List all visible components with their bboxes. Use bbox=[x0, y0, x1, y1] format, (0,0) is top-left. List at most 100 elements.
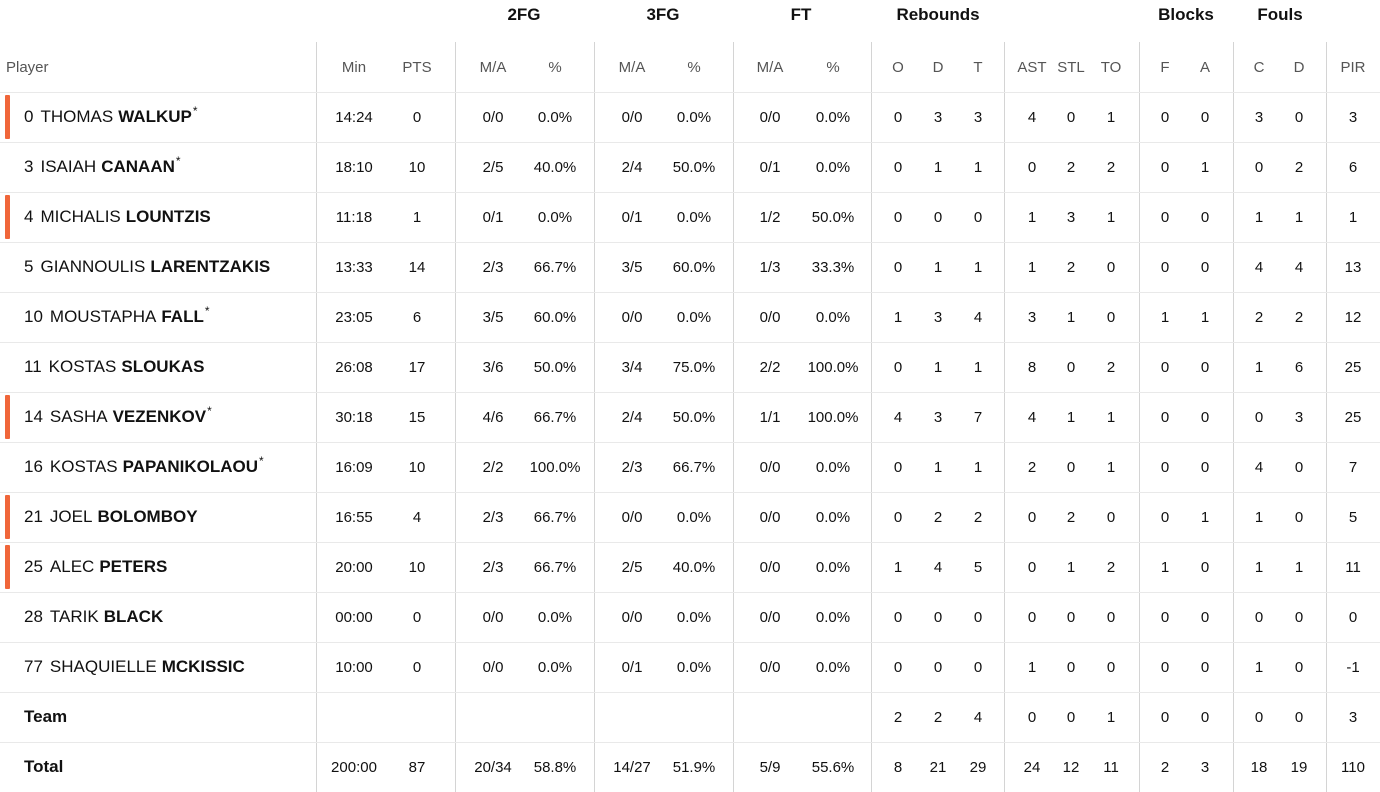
player-row[interactable]: 28 TARIK BLACK 00:00 0 0/0 0.0% 0/0 0.0% 0/0 0.0% 0… bbox=[0, 592, 1380, 643]
stat-fg2-ma: 4/6 bbox=[482, 408, 504, 426]
stat-foul-c: 3 bbox=[1254, 108, 1264, 126]
player-first-name: MOUSTAPHA bbox=[49, 307, 157, 326]
starter-marker: * bbox=[204, 304, 210, 318]
stat-blk-a: 0 bbox=[1200, 658, 1210, 676]
stat-blk-a: 0 bbox=[1200, 208, 1210, 226]
stat-stl: 3 bbox=[1066, 208, 1076, 226]
column-header-stl[interactable]: STL bbox=[1057, 58, 1085, 76]
stat-to: 0 bbox=[1106, 658, 1116, 676]
stat-foul-d: 0 bbox=[1294, 508, 1304, 526]
stat-reb-d: 2 bbox=[933, 508, 943, 526]
column-header-foul-d[interactable]: D bbox=[1293, 58, 1305, 76]
stat-pir: 13 bbox=[1344, 258, 1362, 276]
player-name-cell[interactable]: 4 MICHALIS LOUNTZIS bbox=[24, 192, 211, 242]
player-name-cell[interactable]: 25 ALEC PETERS bbox=[24, 542, 167, 592]
player-name-cell[interactable]: 3 ISAIAH CANAAN * bbox=[24, 142, 181, 192]
stat-blk-a: 0 bbox=[1200, 608, 1210, 626]
stat-min: 30:18 bbox=[335, 408, 373, 426]
stat-pts: 10 bbox=[408, 158, 426, 176]
stat-min: 10:00 bbox=[335, 658, 373, 676]
player-name-cell[interactable]: 28 TARIK BLACK bbox=[24, 592, 163, 642]
team-stat-foul-d: 0 bbox=[1294, 708, 1304, 726]
stat-blk-a: 0 bbox=[1200, 408, 1210, 426]
player-name-cell[interactable]: 14 SASHA VEZENKOV * bbox=[24, 392, 212, 442]
column-header-player[interactable]: Player bbox=[6, 58, 49, 76]
player-row[interactable]: 4 MICHALIS LOUNTZIS 11:18 1 0/1 0.0% 0/1 0.0% 1/2… bbox=[0, 192, 1380, 243]
column-header-row: Player Min PTS M/A% M/A% M/A% O D T AST STL TO F A C D P… bbox=[0, 42, 1380, 93]
player-row[interactable]: 3 ISAIAH CANAAN * 18:10 10 2/5 40.0% 2/4 50.0% 0/1… bbox=[0, 142, 1380, 193]
stat-blk-f: 0 bbox=[1160, 458, 1170, 476]
player-name-cell[interactable]: 21 JOEL BOLOMBOY bbox=[24, 492, 198, 542]
stat-stl: 1 bbox=[1066, 408, 1076, 426]
column-header-ft-pct[interactable]: % bbox=[826, 58, 840, 76]
column-header-pir[interactable]: PIR bbox=[1340, 58, 1366, 76]
column-header-fg3-ma[interactable]: M/A bbox=[618, 58, 646, 76]
stat-reb-t: 3 bbox=[973, 108, 983, 126]
stat-ft-ma: 1/1 bbox=[759, 408, 781, 426]
group-header-reb: Rebounds bbox=[896, 5, 980, 24]
player-row[interactable]: 16 KOSTAS PAPANIKOLAOU * 16:09 10 2/2 100.0% 2/3… bbox=[0, 442, 1380, 493]
player-row[interactable]: 25 ALEC PETERS 20:00 10 2/3 66.7% 2/5 40.0% 0/0 0.… bbox=[0, 542, 1380, 593]
column-header-reb-t[interactable]: T bbox=[973, 58, 983, 76]
player-name-cell[interactable]: 16 KOSTAS PAPANIKOLAOU * bbox=[24, 442, 264, 492]
column-header-fg2-ma[interactable]: M/A bbox=[479, 58, 507, 76]
stat-blk-a: 1 bbox=[1200, 308, 1210, 326]
stat-fg2-pct: 0.0% bbox=[537, 608, 573, 626]
player-row[interactable]: 5 GIANNOULIS LARENTZAKIS 13:33 14 2/3 66.7% 3/5… bbox=[0, 242, 1380, 293]
stat-pir: 12 bbox=[1344, 308, 1362, 326]
stat-to: 1 bbox=[1106, 108, 1116, 126]
total-stat-min: 200:00 bbox=[331, 758, 377, 776]
column-header-to[interactable]: TO bbox=[1100, 58, 1122, 76]
stat-to: 0 bbox=[1106, 308, 1116, 326]
total-stat-pir: 110 bbox=[1341, 758, 1365, 776]
stat-fg3-ma: 0/0 bbox=[621, 308, 643, 326]
stat-fg2-pct: 40.0% bbox=[533, 158, 577, 176]
group-header-fouls: Fouls bbox=[1257, 5, 1303, 24]
stat-reb-t: 1 bbox=[973, 158, 983, 176]
stat-foul-d: 0 bbox=[1294, 658, 1304, 676]
column-header-blk-f[interactable]: F bbox=[1160, 58, 1170, 76]
column-header-fg3-pct[interactable]: % bbox=[687, 58, 701, 76]
player-row[interactable]: 77 SHAQUIELLE MCKISSIC 10:00 0 0/0 0.0% 0/1 0.0%… bbox=[0, 642, 1380, 693]
player-last-name: PAPANIKOLAOU bbox=[122, 457, 258, 476]
column-header-fg2-pct[interactable]: % bbox=[548, 58, 562, 76]
player-row[interactable]: 14 SASHA VEZENKOV * 30:18 15 4/6 66.7% 2/4 50.0% 1… bbox=[0, 392, 1380, 443]
column-header-ft-ma[interactable]: M/A bbox=[756, 58, 784, 76]
player-row[interactable]: 0 THOMAS WALKUP * 14:24 0 0/0 0.0% 0/0 0.0% 0/0 0.0… bbox=[0, 92, 1380, 143]
column-header-pts[interactable]: PTS bbox=[402, 58, 432, 76]
stat-reb-o: 0 bbox=[893, 608, 903, 626]
player-first-name: SHAQUIELLE bbox=[49, 657, 157, 676]
column-header-blk-a[interactable]: A bbox=[1199, 58, 1211, 76]
player-name-cell[interactable]: 77 SHAQUIELLE MCKISSIC bbox=[24, 642, 245, 692]
stat-reb-t: 1 bbox=[973, 258, 983, 276]
player-row[interactable]: 21 JOEL BOLOMBOY 16:55 4 2/3 66.7% 0/0 0.0% 0/0 0.… bbox=[0, 492, 1380, 543]
stat-fg3-pct: 40.0% bbox=[672, 558, 716, 576]
stat-reb-t: 0 bbox=[973, 658, 983, 676]
team-label: Team bbox=[24, 707, 68, 726]
column-header-ast[interactable]: AST bbox=[1017, 58, 1047, 76]
stat-reb-t: 1 bbox=[973, 458, 983, 476]
stat-ft-ma: 0/0 bbox=[759, 658, 781, 676]
stat-stl: 0 bbox=[1066, 608, 1076, 626]
stat-foul-c: 1 bbox=[1254, 658, 1264, 676]
stat-pir: 1 bbox=[1348, 208, 1358, 226]
player-row[interactable]: 11 KOSTAS SLOUKAS 26:08 17 3/6 50.0% 3/4 75.0% 2/… bbox=[0, 342, 1380, 393]
column-header-min[interactable]: Min bbox=[341, 58, 367, 76]
stat-to: 2 bbox=[1106, 358, 1116, 376]
stat-stl: 0 bbox=[1066, 458, 1076, 476]
stat-min: 13:33 bbox=[335, 258, 373, 276]
player-name-cell[interactable]: 5 GIANNOULIS LARENTZAKIS bbox=[24, 242, 270, 292]
player-name-cell[interactable]: 11 KOSTAS SLOUKAS bbox=[24, 342, 204, 392]
player-name-cell[interactable]: 0 THOMAS WALKUP * bbox=[24, 92, 198, 142]
stat-blk-f: 0 bbox=[1160, 158, 1170, 176]
stat-ast: 4 bbox=[1027, 408, 1037, 426]
player-name-cell[interactable]: 10 MOUSTAPHA FALL * bbox=[24, 292, 210, 342]
column-header-reb-o[interactable]: O bbox=[892, 58, 904, 76]
player-row[interactable]: 10 MOUSTAPHA FALL * 23:05 6 3/5 60.0% 0/0 0.0% 0/0… bbox=[0, 292, 1380, 343]
stat-reb-t: 0 bbox=[973, 208, 983, 226]
stat-fg2-pct: 66.7% bbox=[533, 258, 577, 276]
stat-fg3-ma: 3/4 bbox=[621, 358, 643, 376]
column-header-reb-d[interactable]: D bbox=[932, 58, 944, 76]
stat-fg2-pct: 0.0% bbox=[537, 108, 573, 126]
column-header-foul-c[interactable]: C bbox=[1253, 58, 1265, 76]
